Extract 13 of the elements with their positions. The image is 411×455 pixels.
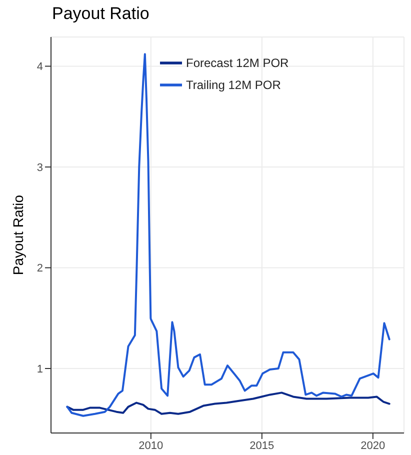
y-tick-label: 3	[36, 162, 43, 174]
x-tick-label: 2015	[250, 440, 274, 452]
x-tick-label: 2010	[138, 440, 164, 452]
x-tick-label: 2020	[360, 440, 386, 452]
chart-title: Payout Ratio	[52, 4, 150, 24]
legend-label: Trailing 12M POR	[186, 78, 281, 92]
y-tick-label: 4	[36, 61, 43, 74]
y-axis-title: Payout Ratio	[10, 194, 26, 276]
y-tick-label: 1	[36, 363, 43, 376]
legend-label: Forecast 12M POR	[186, 56, 289, 70]
line-series	[66, 53, 390, 417]
line-series	[66, 392, 390, 415]
y-tick-label: 2	[36, 262, 43, 275]
